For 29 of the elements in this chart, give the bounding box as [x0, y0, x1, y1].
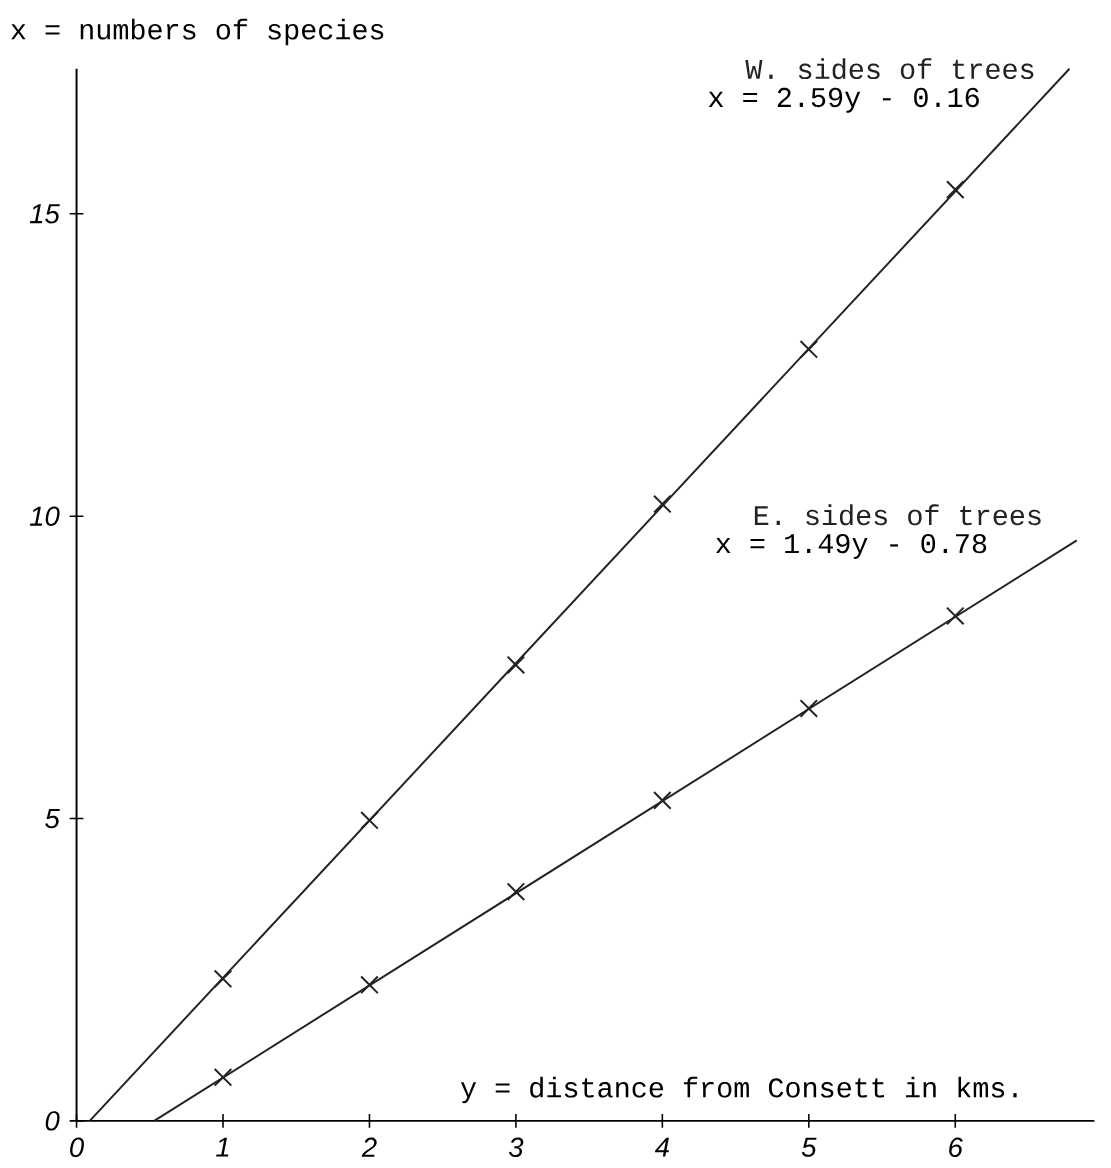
- x-tick-label: 0: [70, 1137, 84, 1158]
- point: [506, 882, 526, 902]
- y-tick-label: 5: [45, 808, 60, 829]
- x-tick-label: 6: [949, 1137, 963, 1158]
- x-tick-label: 3: [508, 1137, 524, 1158]
- series-label: E. sides of trees: [754, 504, 1041, 526]
- point: [653, 494, 672, 514]
- annotation: x = 1.49y - 0.78: [716, 533, 987, 559]
- annotation: x = 2.59y - 0.16: [708, 87, 979, 113]
- x-tick-label: 5: [801, 1137, 817, 1157]
- y-tick-label: 10: [29, 506, 60, 526]
- y-tick-label: 0: [45, 1111, 60, 1131]
- x-tick-label: 2: [361, 1137, 377, 1157]
- point: [799, 699, 819, 718]
- point: [213, 1068, 233, 1087]
- point: [945, 606, 965, 626]
- y-axis-title: x = numbers of species: [11, 18, 384, 46]
- series-label: W. sides of trees: [745, 58, 1034, 80]
- point: [213, 969, 233, 989]
- point: [653, 791, 672, 810]
- x-axis-title: y = distance from Consett in kms.: [460, 1076, 1017, 1104]
- point: [360, 975, 379, 995]
- x-tick-label: 1: [216, 1137, 229, 1157]
- x-tick-label: 4: [654, 1137, 669, 1157]
- point: [506, 655, 526, 675]
- point: [360, 811, 379, 830]
- point: [945, 180, 965, 199]
- y-tick-label: 15: [29, 204, 60, 224]
- point: [799, 339, 819, 359]
